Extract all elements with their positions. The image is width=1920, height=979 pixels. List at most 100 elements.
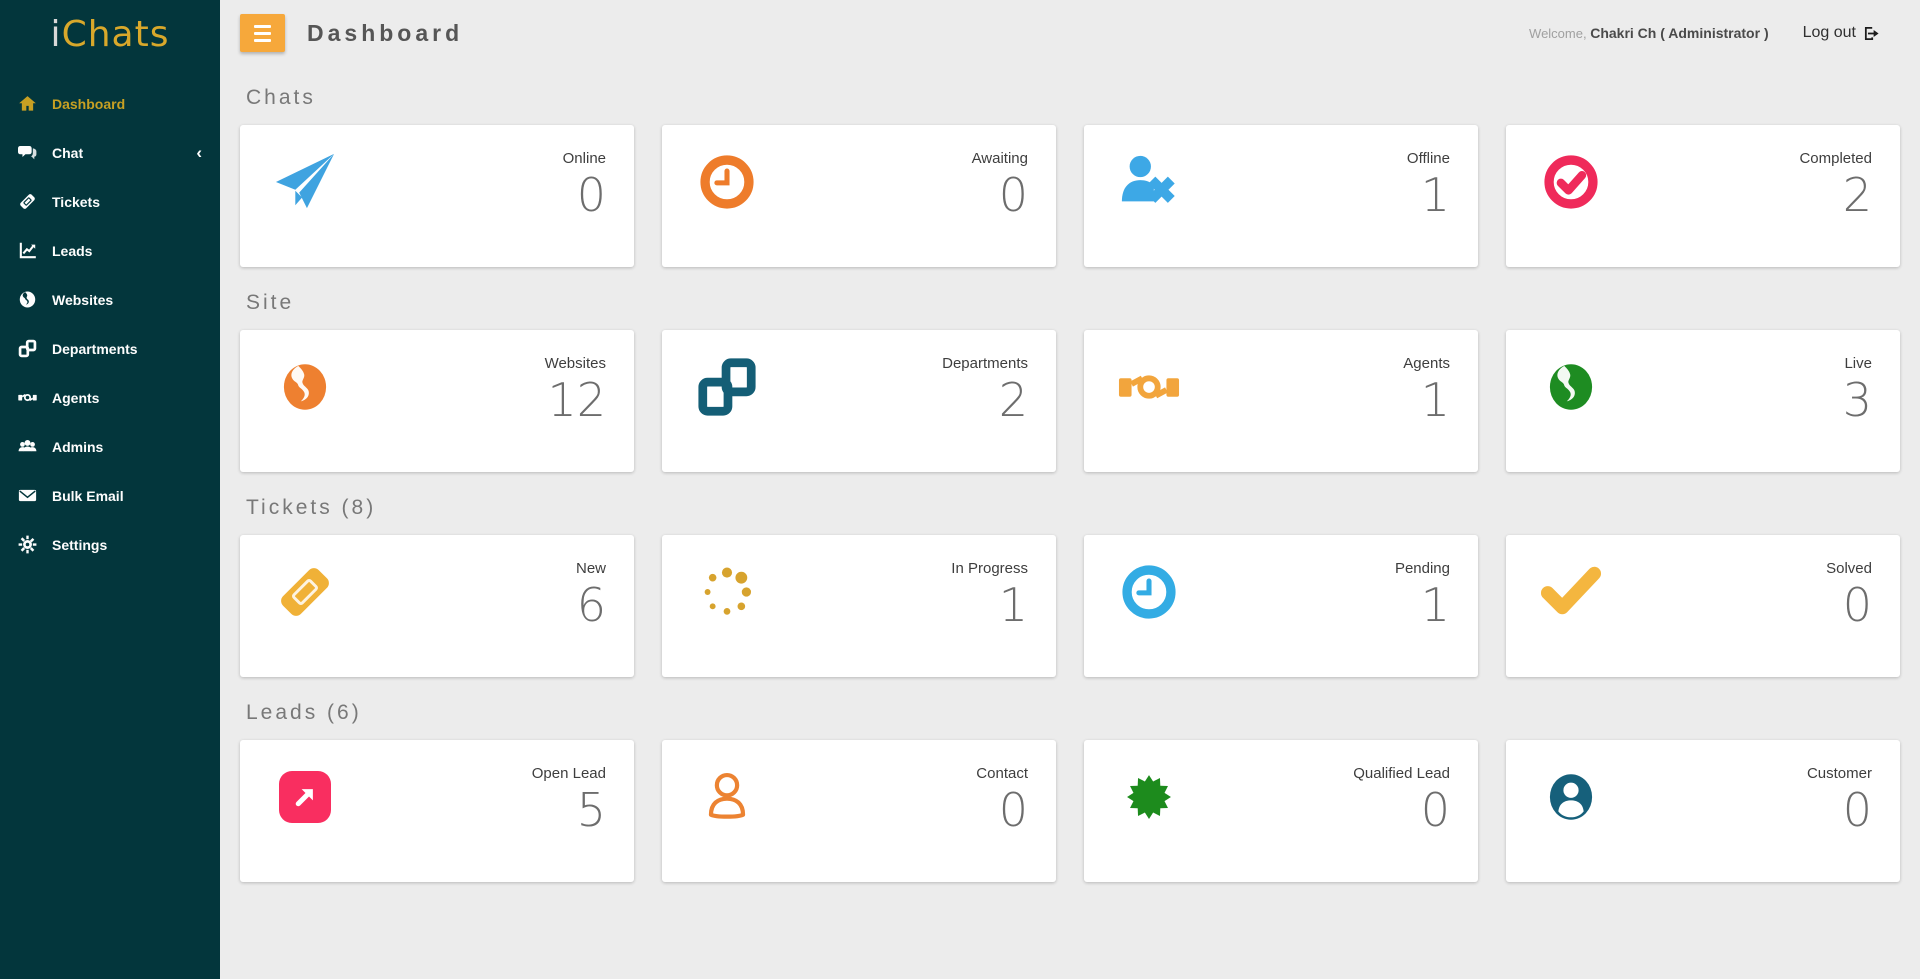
clock-ring-icon	[700, 155, 754, 209]
stat-card-awaiting[interactable]: Awaiting 0	[662, 125, 1056, 267]
chevron-left-icon: ‹	[196, 143, 202, 162]
stat-value: 2	[1842, 168, 1872, 222]
globe-icon	[278, 360, 332, 414]
sidebar-item-settings[interactable]: Settings	[0, 520, 220, 569]
ticket-icon	[274, 561, 336, 623]
sidebar-item-label: Websites	[52, 291, 114, 308]
stat-value: 1	[998, 578, 1028, 632]
app-logo[interactable]: iChats	[0, 0, 220, 65]
user-name: Chakri Ch ( Administrator )	[1590, 25, 1769, 41]
person-outline-icon	[700, 770, 754, 824]
check-icon	[1540, 561, 1602, 623]
section-title-chats: Chats	[246, 86, 316, 109]
section-title-site: Site	[246, 291, 295, 314]
stat-label: Completed	[1799, 150, 1872, 167]
leads-cards: Open Lead 5 Contact 0 Qualified Lead 0 Cust…	[240, 740, 1900, 882]
arrow-up-right-icon	[278, 770, 332, 824]
stat-label: Solved	[1826, 560, 1872, 577]
stat-card-in-progress[interactable]: In Progress 1	[662, 535, 1056, 677]
stat-card-live[interactable]: Live 3	[1506, 330, 1900, 472]
hamburger-menu-button[interactable]	[240, 14, 285, 52]
sidebar-item-label: Settings	[52, 536, 108, 553]
starburst-icon	[1122, 770, 1176, 824]
stat-value: 1	[1420, 168, 1450, 222]
sidebar-item-departments[interactable]: Departments	[0, 324, 220, 373]
stat-label: Online	[562, 150, 606, 167]
top-right: Welcome, Chakri Ch ( Administrator ) Log…	[1529, 24, 1880, 42]
sidebar-item-label: Agents	[52, 389, 100, 406]
clock-ring-icon	[1122, 565, 1176, 619]
stat-card-new[interactable]: New 6	[240, 535, 634, 677]
stat-card-completed[interactable]: Completed 2	[1506, 125, 1900, 267]
handshake-icon	[1118, 356, 1180, 418]
sidebar-item-dashboard[interactable]: Dashboard	[0, 79, 220, 128]
sidebar-item-agents[interactable]: Agents	[0, 373, 220, 422]
logo-text: Chats	[61, 14, 170, 55]
stat-card-pending[interactable]: Pending 1	[1084, 535, 1478, 677]
welcome-prefix: Welcome,	[1529, 26, 1587, 41]
stat-value: 6	[576, 578, 606, 632]
sidebar-item-admins[interactable]: Admins	[0, 422, 220, 471]
chart-line-icon	[18, 241, 37, 260]
stat-card-agents[interactable]: Agents 1	[1084, 330, 1478, 472]
users-icon	[18, 437, 37, 456]
stat-label: Qualified Lead	[1353, 765, 1450, 782]
globe-icon	[18, 290, 37, 309]
paper-plane-icon	[274, 151, 336, 213]
gear-icon	[18, 535, 37, 554]
stat-card-qualified-lead[interactable]: Qualified Lead 0	[1084, 740, 1478, 882]
stat-card-online[interactable]: Online 0	[240, 125, 634, 267]
sidebar-item-label: Leads	[52, 242, 93, 259]
stat-label: Awaiting	[971, 150, 1028, 167]
sidebar-item-leads[interactable]: Leads	[0, 226, 220, 275]
stat-card-contact[interactable]: Contact 0	[662, 740, 1056, 882]
logout-label: Log out	[1802, 24, 1856, 41]
stat-card-websites[interactable]: Websites 12	[240, 330, 634, 472]
sidebar-item-websites[interactable]: Websites	[0, 275, 220, 324]
stat-value: 12	[547, 373, 606, 427]
logout-button[interactable]: Log out	[1803, 24, 1880, 42]
sidebar-item-label: Chat	[52, 144, 84, 161]
sidebar-item-label: Tickets	[52, 193, 100, 210]
sidebar: iChats Dashboard Chat ‹ Tickets Leads	[0, 0, 220, 979]
stat-label: Customer	[1806, 765, 1872, 782]
dashboard-content: Chats Online 0 Awaiting 0 Offline 1	[220, 56, 1920, 882]
tickets-cards: New 6 In Progress 1 Pending 1 Solved 0	[240, 535, 1900, 677]
stat-label: Live	[1844, 355, 1872, 372]
handshake-icon	[18, 388, 37, 407]
overlapping-squares-icon	[696, 356, 758, 418]
stat-card-open-lead[interactable]: Open Lead 5	[240, 740, 634, 882]
stat-value: 0	[576, 168, 606, 222]
stat-value: 0	[998, 168, 1028, 222]
user-x-icon	[1118, 151, 1180, 213]
sidebar-item-bulk-email[interactable]: Bulk Email	[0, 471, 220, 520]
chat-bubbles-icon	[18, 143, 37, 162]
overlapping-squares-icon	[18, 339, 37, 358]
sign-out-icon	[1864, 26, 1879, 40]
main-area: Dashboard Welcome, Chakri Ch ( Administr…	[220, 0, 1920, 979]
sidebar-item-chat[interactable]: Chat ‹	[0, 128, 220, 177]
section-title-tickets: Tickets (8)	[246, 496, 377, 519]
stat-label: Pending	[1394, 560, 1450, 577]
stat-label: New	[575, 560, 606, 577]
stat-value: 1	[1420, 373, 1450, 427]
sidebar-item-label: Dashboard	[52, 95, 126, 112]
stat-card-offline[interactable]: Offline 1	[1084, 125, 1478, 267]
spinner-icon	[700, 565, 754, 619]
site-cards: Websites 12 Departments 2 Agents 1 Live 3	[240, 330, 1900, 472]
stat-card-customer[interactable]: Customer 0	[1506, 740, 1900, 882]
welcome-text: Welcome, Chakri Ch ( Administrator )	[1529, 25, 1769, 41]
check-circle-icon	[1544, 155, 1598, 209]
stat-value: 5	[576, 783, 606, 837]
globe-icon	[1544, 360, 1598, 414]
sidebar-item-tickets[interactable]: Tickets	[0, 177, 220, 226]
stat-card-departments[interactable]: Departments 2	[662, 330, 1056, 472]
sidebar-nav: Dashboard Chat ‹ Tickets Leads Website	[0, 79, 220, 569]
page-title: Dashboard	[307, 19, 464, 46]
ticket-icon	[18, 192, 37, 211]
stat-card-solved[interactable]: Solved 0	[1506, 535, 1900, 677]
section-title-leads: Leads (6)	[246, 701, 362, 724]
home-icon	[18, 94, 37, 113]
stat-value: 0	[998, 783, 1028, 837]
person-circle-icon	[1544, 770, 1598, 824]
